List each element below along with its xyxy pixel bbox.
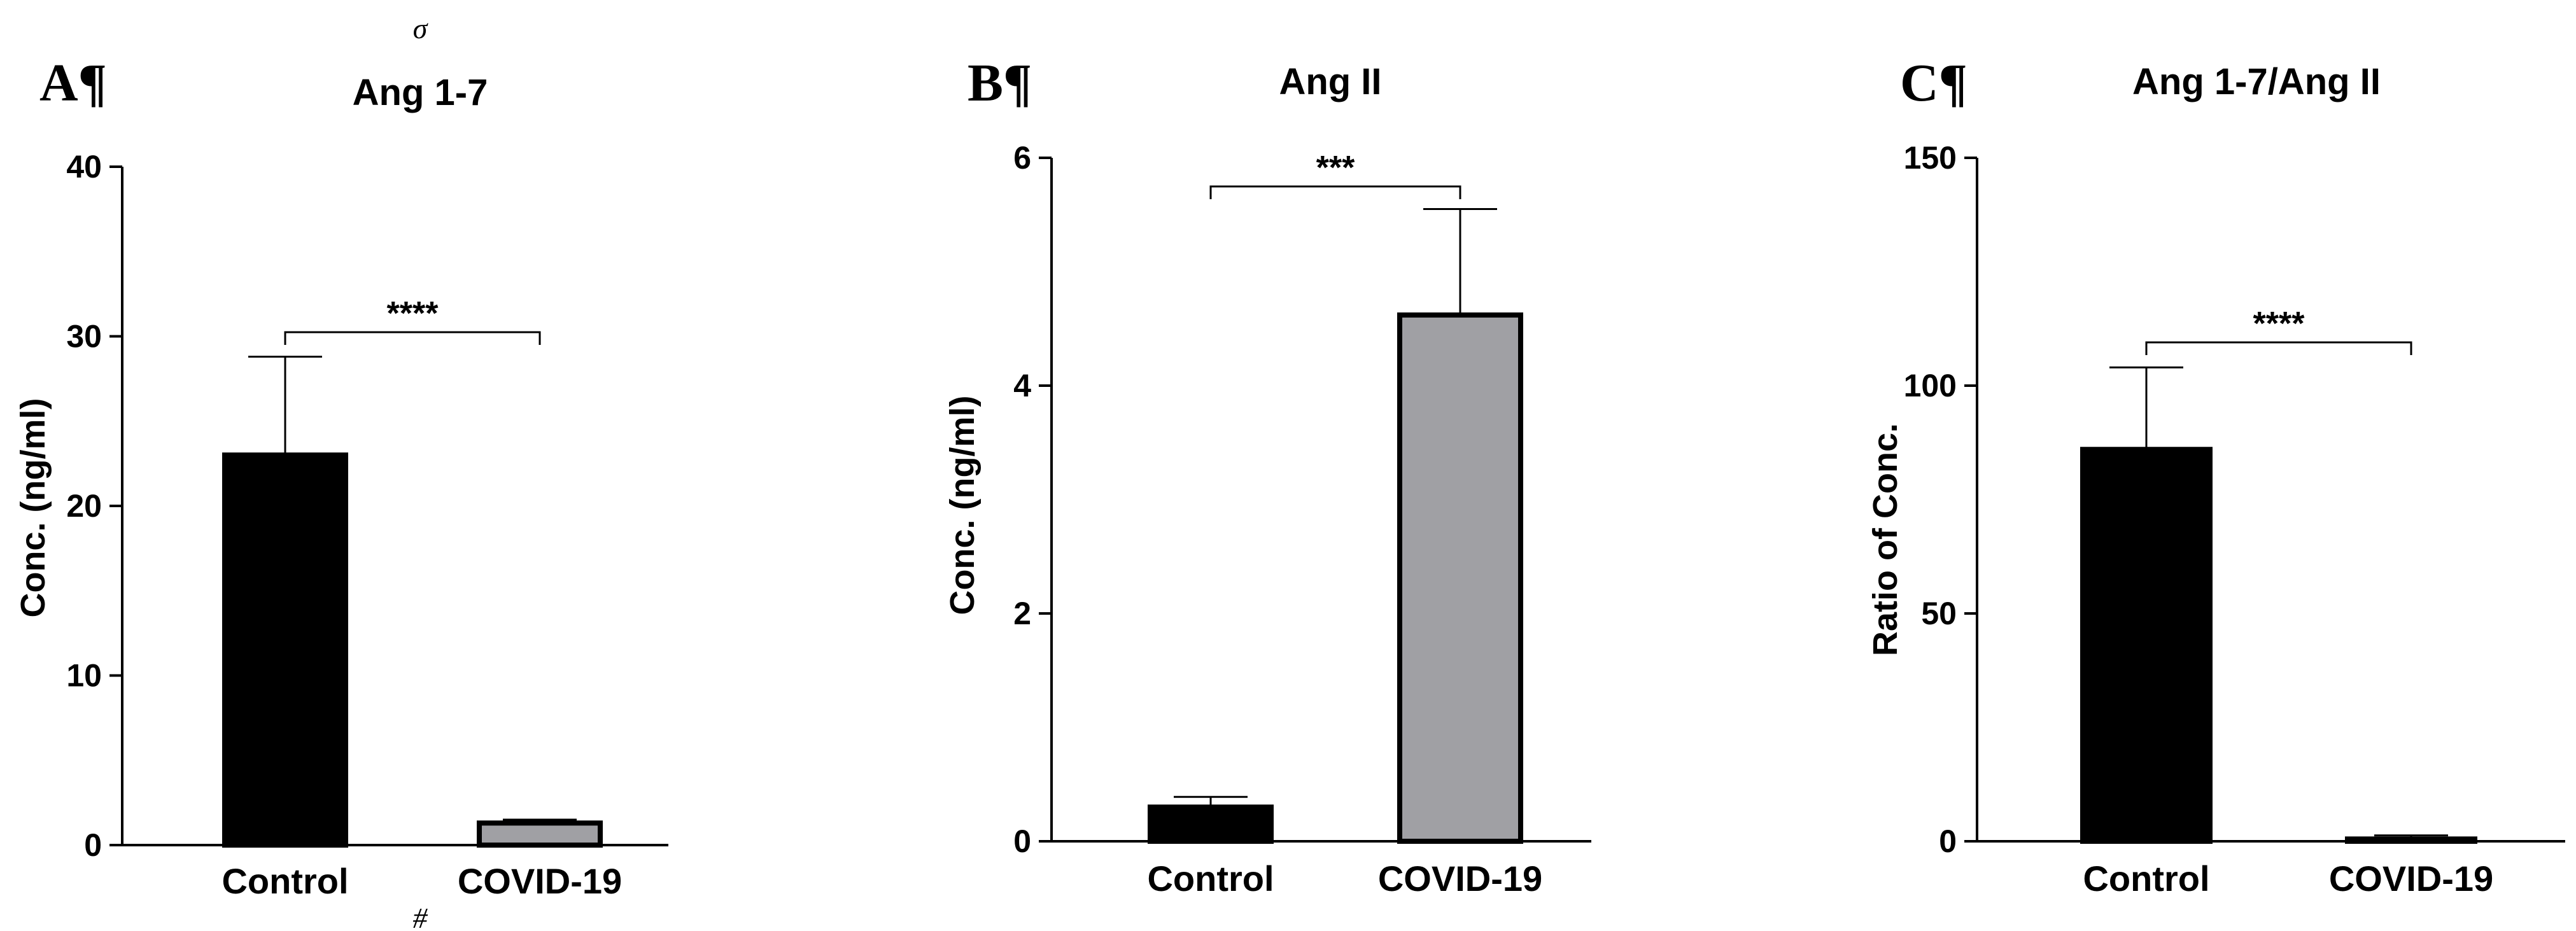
page-mark-bottom: # [413,902,428,931]
y-tick-label: 2 [1013,596,1031,631]
y-tick-label: 100 [1904,368,1957,403]
panel-label: A¶ [39,53,107,113]
y-axis-label: Conc. (ng/ml) [943,396,982,615]
significance-bracket [1209,185,1461,199]
panel-label: C¶ [1900,53,1967,113]
x-tick-label: COVID-19 [2329,858,2493,899]
panel-c: C¶ Ang 1-7/Ang II Ratio of Conc. 0 50 100 1… [1866,53,2565,899]
y-tick-label: 30 [66,319,102,354]
page-mark-top: σ [413,12,429,45]
x-tick-label: Control [222,861,348,901]
bar-control [2080,447,2213,844]
panel-a: A¶ Ang 1-7 Conc. (ng/ml) 0 10 20 30 40 Contro… [14,53,668,901]
y-tick-label: 40 [66,149,102,185]
significance-label: **** [387,295,439,332]
bar-covid-19 [477,820,603,848]
y-tick-label: 4 [1013,368,1031,403]
y-axis-label: Conc. (ng/ml) [14,398,52,618]
y-tick-label: 10 [66,658,102,694]
bar-covid-19 [2345,836,2477,844]
bar-control [222,452,348,848]
y-tick-label: 0 [1939,823,1957,859]
y-tick-label: 50 [1921,596,1957,631]
y-tick-label: 0 [1013,823,1031,859]
significance-bracket [284,331,541,345]
x-tick-label: Control [2083,858,2209,899]
x-tick-label: Control [1147,858,1274,899]
significance-bracket [2145,341,2412,355]
x-tick-label: COVID-19 [1378,858,1542,899]
y-tick-label: 6 [1013,140,1031,176]
chart-title: Ang 1-7 [353,72,488,113]
y-tick-label: 20 [66,488,102,524]
x-tick-label: COVID-19 [458,861,622,901]
panel-label: B¶ [968,53,1032,113]
panel-b: B¶ Ang II Conc. (ng/ml) 0 2 4 6 Control COVID… [943,53,1591,899]
significance-label: **** [2253,305,2305,342]
y-axis-label: Ratio of Conc. [1866,423,1904,656]
chart-title: Ang II [1279,61,1381,102]
bar-covid-19 [1397,312,1523,844]
significance-label: *** [1316,150,1355,186]
chart-title: Ang 1-7/Ang II [2132,61,2381,102]
y-tick-label: 0 [84,827,102,863]
bar-control [1148,804,1274,844]
y-tick-label: 150 [1904,140,1957,176]
